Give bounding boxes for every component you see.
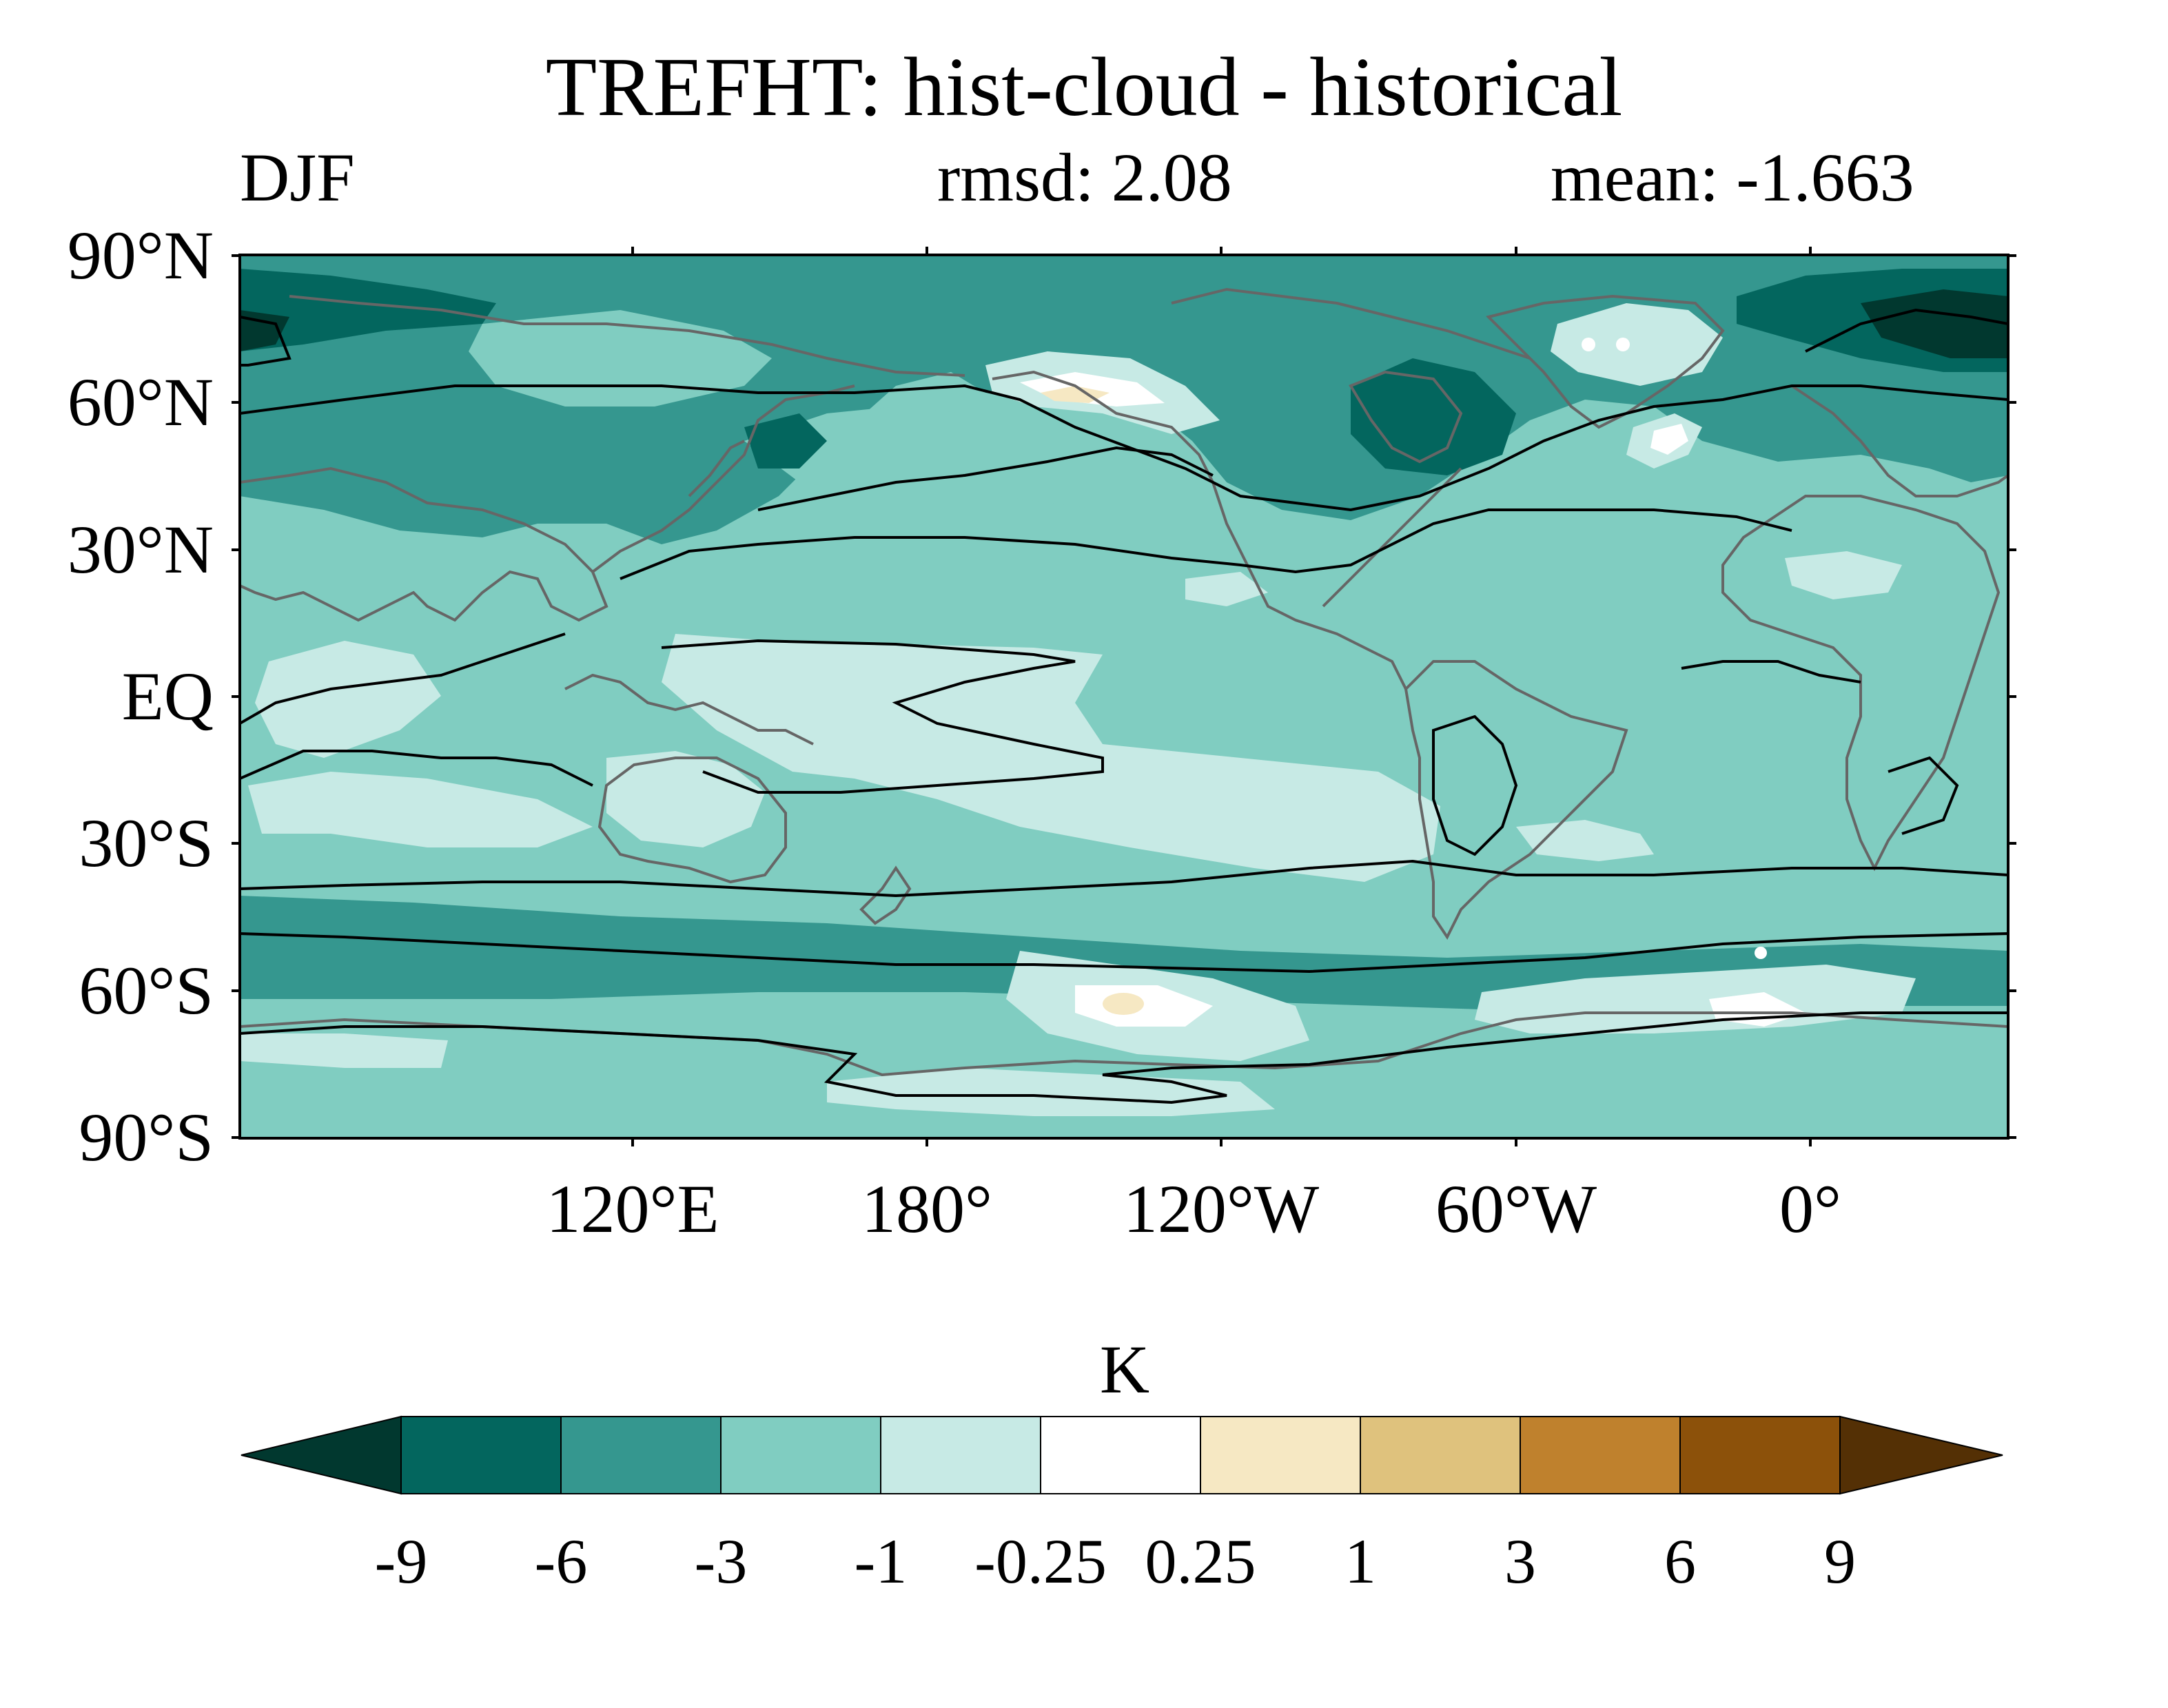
region-kamchatka-strong bbox=[744, 413, 827, 469]
coast-alaska bbox=[992, 370, 1407, 690]
coast-eurasia bbox=[240, 466, 609, 622]
coast-new-zealand bbox=[859, 865, 912, 925]
colorbar-swatch-6-9 bbox=[1679, 1416, 1841, 1494]
colorbar-swatch-9-6 bbox=[400, 1416, 562, 1494]
region-greenland-light bbox=[1551, 303, 1723, 386]
colorbar-level-label: -3 bbox=[694, 1526, 748, 1596]
contour-south-indian bbox=[240, 750, 593, 787]
region-australia-light bbox=[606, 751, 765, 847]
lon-label-0: 0° bbox=[1779, 1171, 1841, 1247]
lon-label-60w: 60°W bbox=[1435, 1171, 1597, 1247]
coast-africa bbox=[1721, 495, 2001, 872]
colorbar-units: K bbox=[1099, 1331, 1150, 1408]
colorbar-extend-high bbox=[1839, 1415, 2003, 1495]
colorbar-level-label: -9 bbox=[374, 1526, 428, 1596]
colorbar-swatch-3-6 bbox=[1520, 1416, 1681, 1494]
region-eq-pacific-light bbox=[1185, 572, 1268, 606]
lon-label-180: 180° bbox=[861, 1171, 992, 1247]
lon-ticks bbox=[631, 247, 1812, 1146]
colorbar-level-label: 9 bbox=[1824, 1526, 1856, 1596]
contour-north-60 bbox=[240, 384, 2008, 512]
mean-label: mean: -1.663 bbox=[1551, 139, 1914, 216]
colorbar-swatch-6-3 bbox=[560, 1416, 722, 1494]
coast-east-asia bbox=[591, 384, 855, 573]
region-arctic-strong-west bbox=[240, 269, 496, 351]
region-white-spot bbox=[1755, 947, 1767, 959]
contour-arctic bbox=[240, 316, 292, 367]
lat-label-90n: 90°N bbox=[67, 217, 214, 294]
contours bbox=[240, 308, 2008, 1104]
region-south-pacific-white bbox=[1075, 985, 1213, 1027]
plot-title: TREFHT: hist-cloud - historical bbox=[545, 41, 1623, 134]
colorbar-swatch-1-025 bbox=[880, 1416, 1041, 1494]
contour-arctic-east bbox=[1805, 308, 2008, 353]
colorbar-level-label: 1 bbox=[1344, 1526, 1376, 1596]
contour-south-40 bbox=[240, 859, 2008, 898]
region-arctic-extreme-east bbox=[1861, 289, 2008, 358]
colorbar-level-label: -1 bbox=[854, 1526, 908, 1596]
coast-hudson bbox=[1349, 370, 1463, 464]
region-antarctic-west-light bbox=[240, 1033, 448, 1068]
region-atlantic-white bbox=[1650, 424, 1688, 455]
lat-label-eq: EQ bbox=[121, 658, 214, 734]
region-siberia-light bbox=[469, 310, 772, 407]
contour-south-america bbox=[1432, 714, 1518, 856]
lon-label-120e: 120°E bbox=[546, 1171, 719, 1247]
contour-north-pacific bbox=[757, 446, 1214, 511]
coast-south-america bbox=[1404, 660, 1628, 940]
colorbar-level-label: 3 bbox=[1504, 1526, 1536, 1596]
coast-europe-africa bbox=[1790, 384, 2008, 497]
colorbar-level-label: -6 bbox=[534, 1526, 588, 1596]
region-pacific-tropical-light bbox=[662, 634, 1440, 882]
colorbar-swatch-025-1 bbox=[1200, 1416, 1361, 1494]
coast-maritime bbox=[564, 673, 814, 745]
colorbar-swatch-1-3 bbox=[1360, 1416, 1521, 1494]
colorbar-level-label: 6 bbox=[1664, 1526, 1696, 1596]
colorbar-level-label: -0.25 bbox=[974, 1526, 1107, 1596]
region-indian-light bbox=[255, 641, 441, 758]
region-southindian-light bbox=[248, 772, 593, 847]
lat-label-30n: 30°N bbox=[67, 511, 214, 588]
colorbar-swatch-3-1 bbox=[720, 1416, 881, 1494]
colorbar-swatch-025-025 bbox=[1040, 1416, 1201, 1494]
lat-label-90s: 90°S bbox=[79, 1099, 214, 1175]
colorbar bbox=[241, 1415, 2003, 1495]
colorbar-level-label: 0.25 bbox=[1145, 1526, 1256, 1596]
contour-antarctic-edge bbox=[240, 1011, 2008, 1104]
season-label: DJF bbox=[240, 139, 355, 216]
contour-tropical-pacific bbox=[661, 639, 1104, 794]
coast-greenland bbox=[1486, 294, 1725, 429]
contour-eq-atlantic bbox=[1681, 660, 1861, 683]
region-southatlantic-light bbox=[1516, 820, 1654, 861]
rmsd-label: rmsd: 2.08 bbox=[937, 139, 1232, 216]
lat-label-30s: 30°S bbox=[79, 805, 214, 881]
coast-japan bbox=[688, 440, 745, 497]
region-africa-light bbox=[1785, 551, 1902, 599]
coast-us-east bbox=[1322, 467, 1462, 608]
region-greenland-white-1 bbox=[1582, 338, 1595, 351]
lat-label-60n: 60°N bbox=[67, 364, 214, 440]
region-south-pacific-warm bbox=[1103, 993, 1144, 1015]
coast-canada-arctic bbox=[1171, 287, 1531, 360]
colorbar-extend-low bbox=[241, 1415, 402, 1495]
lon-label-120w: 120°W bbox=[1123, 1171, 1320, 1247]
lat-label-60s: 60°S bbox=[79, 952, 214, 1029]
map-panel bbox=[240, 255, 2008, 1138]
contour-eq-west bbox=[240, 632, 566, 725]
lat-ticks bbox=[232, 254, 2016, 1139]
contour-africa-south bbox=[1888, 756, 1959, 835]
contour-south-50 bbox=[240, 932, 2008, 974]
region-greenland-white-2 bbox=[1616, 338, 1630, 351]
coast-australia bbox=[597, 757, 787, 884]
contour-north-30 bbox=[620, 508, 1792, 580]
coast-siberia-north bbox=[289, 295, 965, 377]
